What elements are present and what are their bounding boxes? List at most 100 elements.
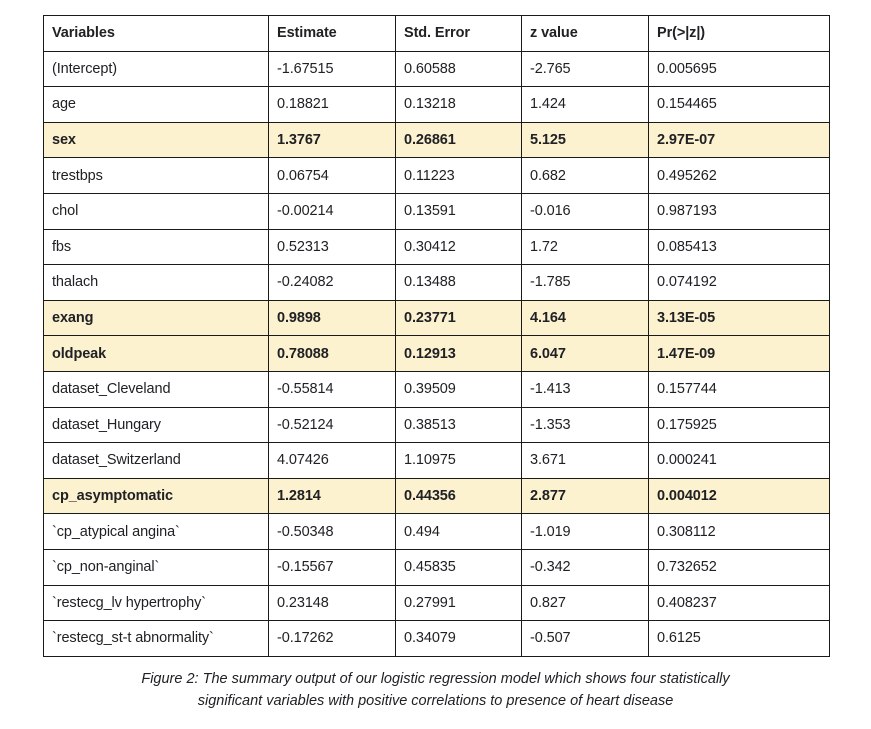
- cell-p-value: 2.97E-07: [648, 121, 830, 159]
- cell-variable: `restecg_st-t abnormality`: [43, 620, 269, 657]
- cell-estimate: 0.52313: [268, 228, 396, 266]
- cell-estimate: 1.3767: [268, 121, 396, 159]
- cell-z-value: -1.785: [521, 264, 649, 301]
- cell-z-value: 0.827: [521, 584, 649, 622]
- cell-variable: exang: [43, 299, 269, 337]
- regression-summary-table: Variables Estimate Std. Error z value Pr…: [43, 15, 830, 657]
- cell-z-value: 5.125: [521, 121, 649, 159]
- cell-variable: oldpeak: [43, 335, 269, 372]
- cell-variable: dataset_Cleveland: [43, 370, 269, 408]
- cell-estimate: 0.9898: [268, 299, 396, 337]
- cell-z-value: -1.019: [521, 513, 649, 550]
- caption-line-2: significant variables with positive corr…: [197, 693, 674, 709]
- cell-std-error: 0.13591: [395, 192, 522, 230]
- table-row: chol -0.00214 0.13591 -0.016 0.987193: [43, 192, 830, 230]
- cell-std-error: 0.13488: [395, 264, 522, 301]
- cell-std-error: 0.12913: [395, 335, 522, 372]
- cell-p-value: 0.175925: [648, 406, 830, 444]
- table-row: (Intercept) -1.67515 0.60588 -2.765 0.005695: [43, 50, 830, 88]
- table-row: `restecg_st-t abnormality` -0.17262 0.3407…: [43, 620, 830, 657]
- cell-variable: thalach: [43, 264, 269, 301]
- cell-estimate: -1.67515: [268, 50, 396, 88]
- cell-variable: chol: [43, 192, 269, 230]
- cell-z-value: 0.682: [521, 157, 649, 194]
- header-variables: Variables: [43, 15, 269, 52]
- cell-z-value: 1.424: [521, 86, 649, 123]
- cell-p-value: 0.308112: [648, 513, 830, 550]
- cell-variable: `cp_atypical angina`: [43, 513, 269, 550]
- cell-estimate: 0.78088: [268, 335, 396, 372]
- table-row: oldpeak 0.78088 0.12913 6.047 1.47E-09: [43, 335, 830, 372]
- cell-p-value: 0.085413: [648, 228, 830, 266]
- cell-std-error: 1.10975: [395, 442, 522, 479]
- cell-variable: sex: [43, 121, 269, 159]
- cell-std-error: 0.30412: [395, 228, 522, 266]
- cell-estimate: 0.18821: [268, 86, 396, 123]
- cell-z-value: 2.877: [521, 477, 649, 515]
- cell-estimate: -0.55814: [268, 370, 396, 408]
- cell-p-value: 0.000241: [648, 442, 830, 479]
- cell-p-value: 0.154465: [648, 86, 830, 123]
- cell-z-value: 3.671: [521, 442, 649, 479]
- table-row: dataset_Cleveland -0.55814 0.39509 -1.413 0.…: [43, 370, 830, 408]
- caption-line-1: Figure 2: The summary output of our logi…: [141, 671, 730, 687]
- table-row: `cp_atypical angina` -0.50348 0.494 -1.019 0…: [43, 513, 830, 550]
- table-row: age 0.18821 0.13218 1.424 0.154465: [43, 86, 830, 123]
- table-row: dataset_Switzerland 4.07426 1.10975 3.671 0.…: [43, 442, 830, 479]
- cell-p-value: 0.987193: [648, 192, 830, 230]
- cell-variable: cp_asymptomatic: [43, 477, 269, 515]
- cell-estimate: 0.23148: [268, 584, 396, 622]
- cell-p-value: 0.6125: [648, 620, 830, 657]
- cell-z-value: -0.507: [521, 620, 649, 657]
- cell-p-value: 0.005695: [648, 50, 830, 88]
- cell-estimate: 1.2814: [268, 477, 396, 515]
- cell-std-error: 0.23771: [395, 299, 522, 337]
- table-row: fbs 0.52313 0.30412 1.72 0.085413: [43, 228, 830, 266]
- cell-p-value: 0.004012: [648, 477, 830, 515]
- cell-p-value: 0.408237: [648, 584, 830, 622]
- cell-variable: age: [43, 86, 269, 123]
- cell-variable: dataset_Hungary: [43, 406, 269, 444]
- cell-z-value: 6.047: [521, 335, 649, 372]
- table-row: dataset_Hungary -0.52124 0.38513 -1.353 0.17…: [43, 406, 830, 444]
- header-std-error: Std. Error: [395, 15, 522, 52]
- cell-std-error: 0.494: [395, 513, 522, 550]
- table-row: thalach -0.24082 0.13488 -1.785 0.074192: [43, 264, 830, 301]
- cell-estimate: 0.06754: [268, 157, 396, 194]
- cell-std-error: 0.39509: [395, 370, 522, 408]
- table-row: trestbps 0.06754 0.11223 0.682 0.495262: [43, 157, 830, 194]
- cell-z-value: -1.353: [521, 406, 649, 444]
- cell-p-value: 0.732652: [648, 548, 830, 586]
- cell-p-value: 0.074192: [648, 264, 830, 301]
- header-estimate: Estimate: [268, 15, 396, 52]
- cell-estimate: -0.15567: [268, 548, 396, 586]
- cell-p-value: 1.47E-09: [648, 335, 830, 372]
- cell-estimate: -0.24082: [268, 264, 396, 301]
- cell-p-value: 0.495262: [648, 157, 830, 194]
- cell-std-error: 0.13218: [395, 86, 522, 123]
- cell-std-error: 0.38513: [395, 406, 522, 444]
- cell-std-error: 0.45835: [395, 548, 522, 586]
- header-row: Variables Estimate Std. Error z value Pr…: [43, 15, 830, 52]
- cell-variable: (Intercept): [43, 50, 269, 88]
- cell-z-value: -1.413: [521, 370, 649, 408]
- cell-z-value: -2.765: [521, 50, 649, 88]
- cell-std-error: 0.11223: [395, 157, 522, 194]
- regression-summary-table-container: Variables Estimate Std. Error z value Pr…: [43, 15, 830, 657]
- cell-variable: `cp_non-anginal`: [43, 548, 269, 586]
- cell-p-value: 0.157744: [648, 370, 830, 408]
- cell-p-value: 3.13E-05: [648, 299, 830, 337]
- cell-estimate: -0.00214: [268, 192, 396, 230]
- cell-z-value: 1.72: [521, 228, 649, 266]
- table-row: exang 0.9898 0.23771 4.164 3.13E-05: [43, 299, 830, 337]
- cell-estimate: 4.07426: [268, 442, 396, 479]
- table-body: (Intercept) -1.67515 0.60588 -2.765 0.005695…: [43, 50, 830, 657]
- table-row: `restecg_lv hypertrophy` 0.23148 0.27991 0.…: [43, 584, 830, 622]
- cell-std-error: 0.26861: [395, 121, 522, 159]
- table-row: `cp_non-anginal` -0.15567 0.45835 -0.342 0.7…: [43, 548, 830, 586]
- cell-estimate: -0.50348: [268, 513, 396, 550]
- figure-caption: Figure 2: The summary output of our logi…: [0, 668, 871, 712]
- cell-std-error: 0.27991: [395, 584, 522, 622]
- cell-std-error: 0.44356: [395, 477, 522, 515]
- header-p-value: Pr(>|z|): [648, 15, 830, 52]
